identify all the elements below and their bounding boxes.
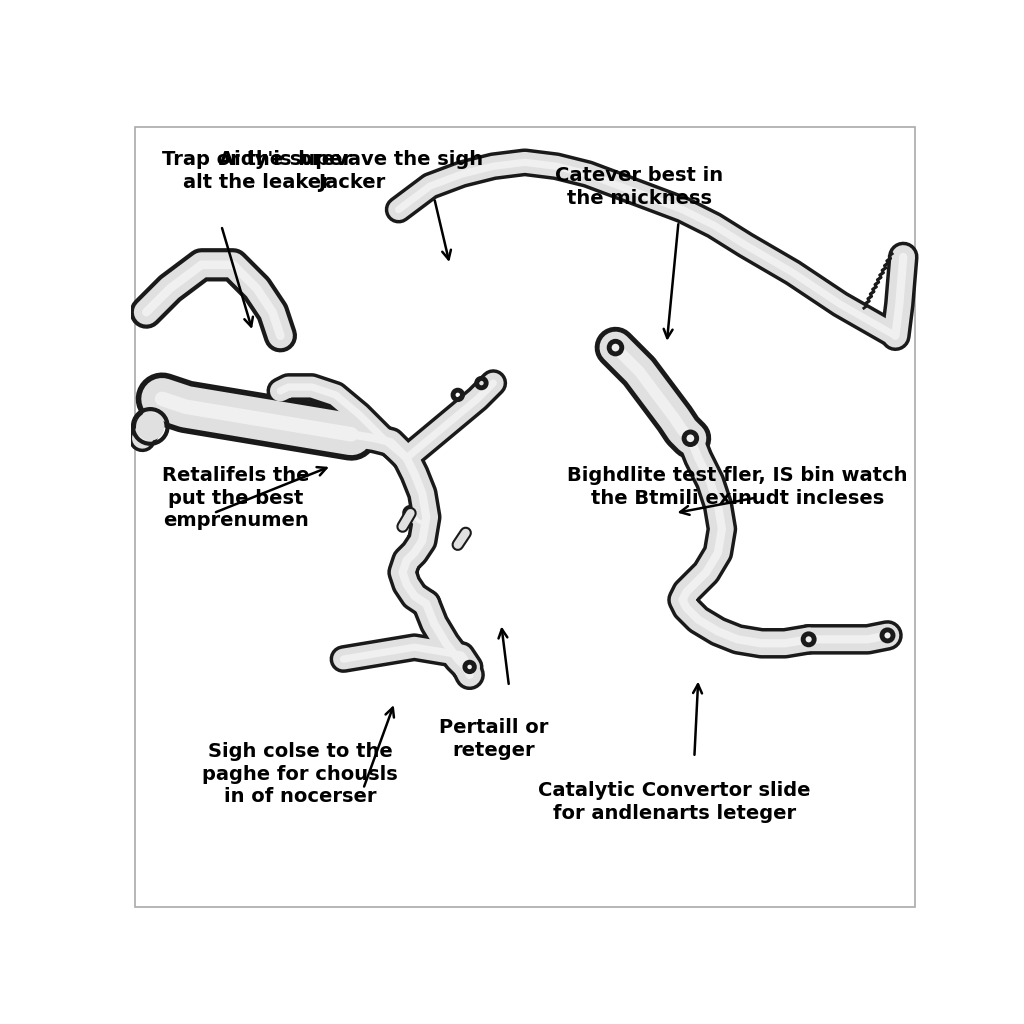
Text: Bighdlite test fler, IS bin watch
the Btmili exinudt incleses: Bighdlite test fler, IS bin watch the Bt… <box>567 466 908 508</box>
Text: Catever best in
the mickness: Catever best in the mickness <box>555 166 723 208</box>
FancyBboxPatch shape <box>134 127 915 907</box>
Text: Retalifels the
put the best
emprenumen: Retalifels the put the best emprenumen <box>162 466 309 530</box>
Text: Sigh colse to the
paghe for chousls
in of nocerser: Sigh colse to the paghe for chousls in o… <box>202 741 398 806</box>
Text: Pertaill or
reteger: Pertaill or reteger <box>438 718 548 760</box>
Text: Catalytic Convertor slide
for andlenarts leteger: Catalytic Convertor slide for andlenarts… <box>539 781 811 823</box>
Text: Aidy'is brevave the sigh
Jacker: Aidy'is brevave the sigh Jacker <box>219 151 483 193</box>
Circle shape <box>136 413 165 440</box>
Text: Trap or the super
alt the leaker: Trap or the super alt the leaker <box>162 151 352 193</box>
